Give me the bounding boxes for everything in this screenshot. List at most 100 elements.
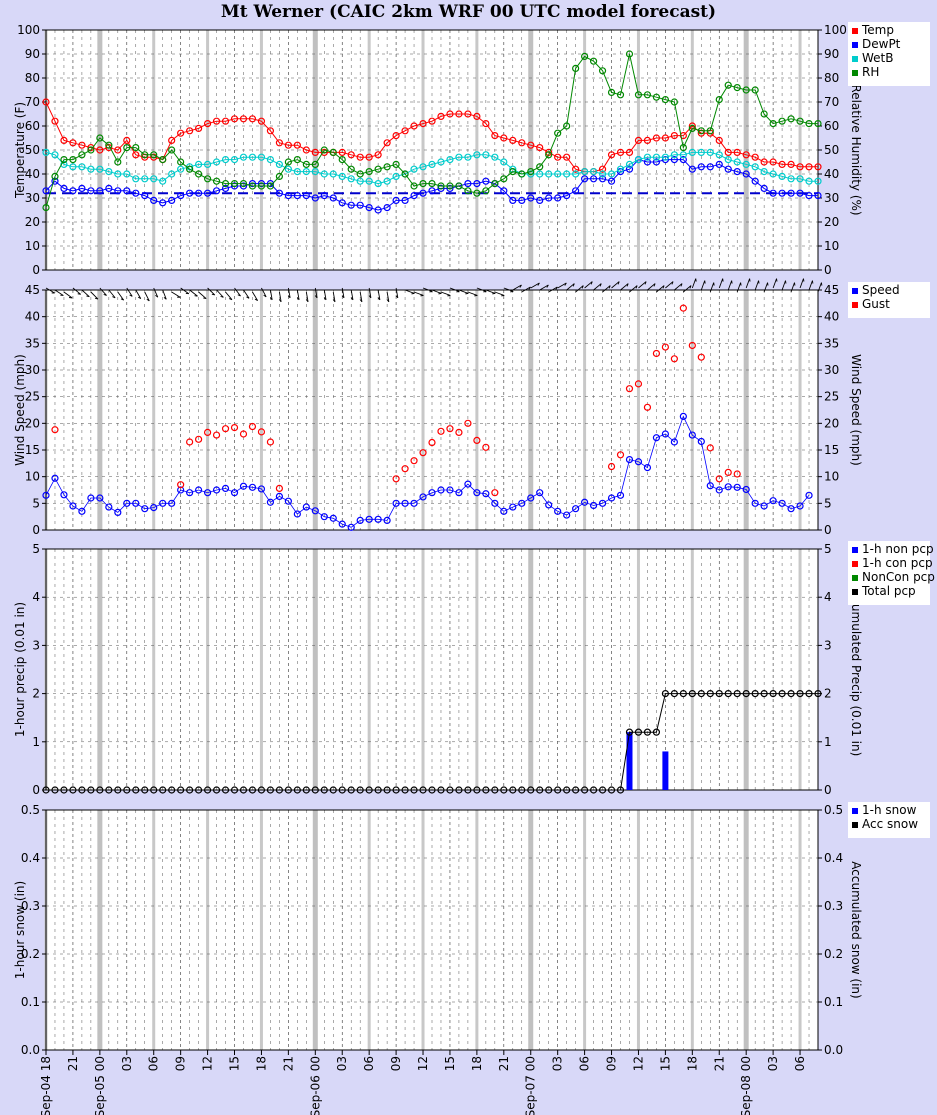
- data-point: [248, 153, 257, 161]
- data-point: [374, 165, 382, 173]
- right-tick-label: 30: [824, 191, 839, 205]
- left-tick-label: 90: [25, 47, 40, 61]
- data-point: [679, 412, 687, 420]
- data-point: [221, 786, 230, 794]
- wind-arrow-head: [359, 299, 363, 303]
- data-point: [410, 192, 418, 200]
- data-point: [96, 165, 104, 173]
- data-point: [230, 180, 239, 188]
- data-point: [275, 172, 283, 180]
- data-point: [518, 196, 526, 204]
- wind-arrow-head: [86, 295, 90, 298]
- data-point: [473, 180, 481, 188]
- y2-axis-label: Wind Speed (mph): [849, 354, 863, 466]
- data-point: [706, 148, 714, 156]
- data-point: [787, 189, 795, 197]
- data-point: [554, 194, 562, 202]
- data-point: [266, 786, 275, 794]
- data-point: [293, 168, 301, 176]
- data-point: [796, 175, 804, 183]
- data-point: [464, 419, 472, 427]
- y2-axis-label: Accumulated snow (in): [849, 861, 863, 998]
- data-point: [275, 492, 283, 500]
- data-point: [159, 156, 167, 164]
- data-point: [607, 177, 616, 185]
- data-point: [311, 786, 319, 794]
- data-point: [589, 175, 598, 183]
- legend-swatch: [852, 589, 858, 595]
- left-tick-label: 2: [32, 687, 40, 701]
- data-point: [114, 158, 122, 166]
- left-tick-label: 10: [25, 239, 40, 253]
- data-point: [581, 786, 589, 794]
- data-point: [78, 151, 86, 159]
- data-point: [742, 485, 750, 494]
- data-point: [545, 170, 553, 178]
- wind-arrow: [449, 287, 460, 292]
- data-point: [365, 204, 373, 212]
- data-point: [159, 499, 167, 507]
- data-point: [572, 165, 580, 173]
- data-point: [347, 523, 355, 531]
- data-point: [123, 786, 131, 794]
- data-point: [554, 786, 562, 794]
- legend-box: [848, 802, 930, 838]
- data-point: [518, 170, 526, 178]
- legend-swatch: [852, 808, 858, 814]
- wind-arrow-head: [572, 283, 575, 287]
- wind-arrow-head: [278, 299, 282, 303]
- left-tick-label: 0.3: [21, 899, 40, 913]
- data-point: [607, 494, 616, 502]
- data-point: [724, 165, 732, 173]
- data-point: [365, 786, 373, 794]
- legend-swatch: [852, 822, 858, 828]
- data-point: [132, 175, 140, 183]
- data-point: [652, 158, 661, 166]
- wind-arrow: [180, 287, 190, 295]
- data-point: [751, 86, 759, 94]
- data-point: [751, 499, 759, 507]
- data-point: [203, 786, 212, 794]
- data-point: [742, 689, 750, 698]
- data-point: [652, 153, 661, 161]
- data-point: [652, 728, 661, 736]
- data-point: [769, 158, 777, 166]
- wind-arrow: [458, 289, 469, 294]
- data-point: [625, 160, 634, 168]
- data-point: [787, 689, 795, 698]
- data-point: [186, 786, 194, 794]
- data-point: [410, 182, 418, 190]
- wind-arrow: [287, 287, 291, 298]
- legend-swatch: [852, 288, 858, 294]
- data-point: [760, 158, 768, 166]
- plot-frame: [45, 809, 819, 1051]
- data-point: [87, 786, 95, 794]
- data-point: [697, 437, 705, 446]
- x-tick-label: 21: [712, 1056, 726, 1071]
- data-point: [509, 503, 517, 511]
- left-tick-label: 40: [25, 167, 40, 181]
- wind-arrow: [413, 291, 424, 296]
- data-point: [266, 127, 275, 135]
- data-point: [410, 786, 418, 794]
- data-point: [392, 196, 400, 204]
- data-point: [105, 503, 113, 511]
- wind-arrow: [485, 289, 496, 294]
- data-point: [670, 151, 678, 159]
- x-tick-label: 21: [497, 1056, 511, 1071]
- data-point: [787, 115, 795, 123]
- data-point: [123, 499, 131, 507]
- data-point: [464, 110, 472, 118]
- wind-arrow-head: [689, 285, 692, 289]
- data-point: [257, 786, 266, 794]
- data-point: [769, 497, 777, 505]
- data-point: [634, 728, 643, 736]
- data-point: [266, 182, 275, 190]
- data-point: [383, 204, 391, 212]
- data-point: [141, 786, 149, 794]
- wind-arrow: [117, 291, 125, 301]
- data-point: [679, 304, 687, 312]
- left-tick-label: 40: [25, 310, 40, 324]
